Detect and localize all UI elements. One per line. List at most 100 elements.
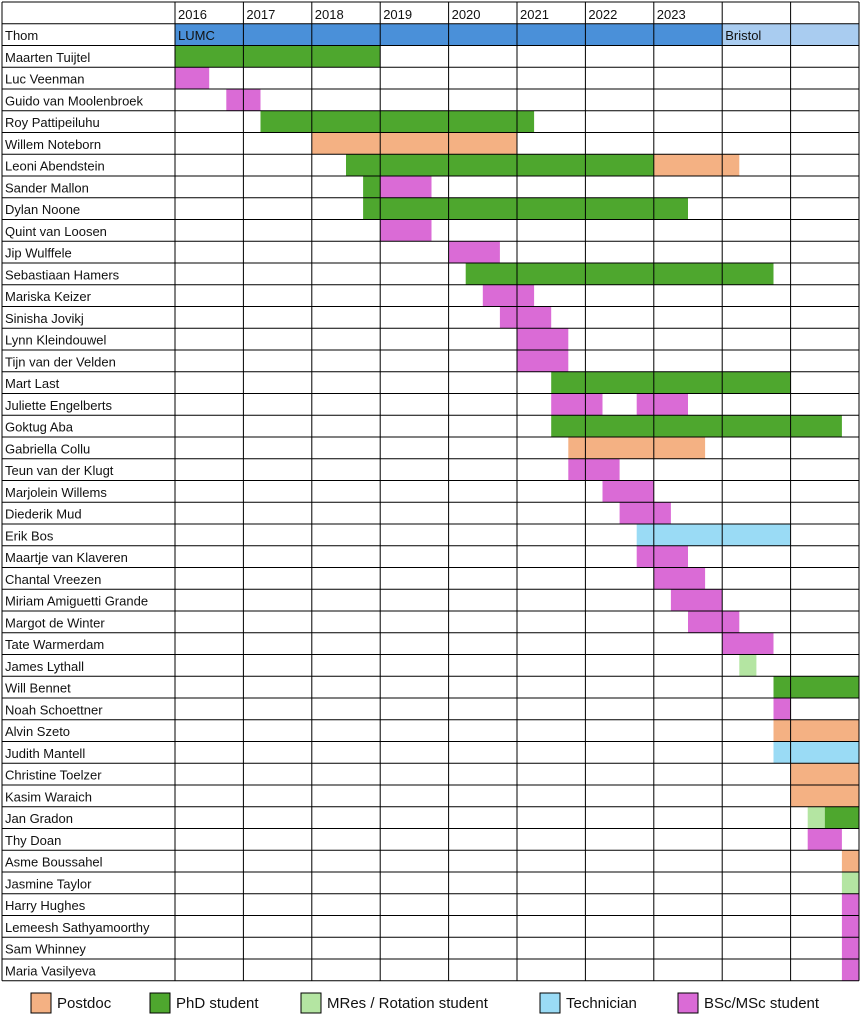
bar-christine-toelzer-postdoc-0 (790, 763, 859, 785)
timeline-labels: 2016 2017 2018 2019 2020 2021 2022 2023 Thom LUMC… (5, 7, 761, 979)
year-label-2016: 2016 (178, 7, 207, 22)
bar-roy-pattipeiluhu-phd-0 (260, 110, 535, 133)
name-label-erik-bos: Erik Bos (5, 528, 54, 543)
name-label-maartje-van-klaveren: Maartje van Klaveren (5, 550, 128, 565)
bar-miriam-amiguetti-grande-bsc-0 (670, 589, 723, 611)
grid-lines (1, 1, 860, 982)
bar-jip-wulffele-bsc-0 (448, 241, 500, 263)
name-label-guido-van-moolenbroek: Guido van Moolenbroek (5, 93, 144, 108)
name-label-quint-van-loosen: Quint van Loosen (5, 224, 107, 239)
bar-alvin-szeto-postdoc-1 (790, 719, 859, 742)
bar-maarten-tuijtel-phd-0 (175, 45, 381, 68)
bar-marjolein-willems-bsc-0 (602, 480, 654, 503)
name-label-chantal-vreezen: Chantal Vreezen (5, 572, 101, 587)
name-label-teun-van-der-klugt: Teun van der Klugt (5, 463, 114, 478)
name-label-jan-gradon: Jan Gradon (5, 811, 73, 826)
name-label-jasmine-taylor: Jasmine Taylor (5, 876, 92, 891)
name-label-sebastiaan-hamers: Sebastiaan Hamers (5, 267, 120, 282)
bar-alvin-szeto-postdoc-0 (773, 719, 791, 742)
bar-gabriella-collu-postdoc-0 (568, 437, 706, 459)
bar-sebastiaan-hamers-phd-0 (465, 263, 774, 285)
bar-maartje-van-klaveren-bsc-0 (636, 545, 688, 568)
name-label-james-lythall: James Lythall (5, 659, 84, 674)
bar-goktug-aba-phd-0 (551, 415, 842, 437)
legend-swatch-tech (539, 992, 561, 1014)
name-label-kasim-waraich: Kasim Waraich (5, 789, 92, 804)
bar-sander-mallon-bsc-1 (380, 176, 432, 198)
name-label-mariska-keizer: Mariska Keizer (5, 289, 92, 304)
name-label-tate-warmerdam: Tate Warmerdam (5, 637, 104, 652)
segment-label-bristol: Bristol (725, 28, 761, 43)
bar-juliette-engelberts-bsc-1 (636, 393, 688, 416)
bar-sander-mallon-phd-0 (363, 176, 381, 198)
name-label-maria-vasilyeva: Maria Vasilyeva (5, 963, 97, 978)
name-label-maarten-tuijtel: Maarten Tuijtel (5, 50, 90, 65)
bar-sam-whinney-bsc-0 (841, 937, 859, 959)
bar-luc-veenman-bsc-0 (175, 67, 210, 89)
legend-label-postdoc: Postdoc (57, 995, 112, 1012)
name-label-tijn-van-der-velden: Tijn van der Velden (5, 354, 116, 369)
name-label-sander-mallon: Sander Mallon (5, 180, 89, 195)
bar-teun-van-der-klugt-bsc-0 (568, 458, 620, 481)
name-label-juliette-engelberts: Juliette Engelberts (5, 398, 112, 413)
name-label-jip-wulffele: Jip Wulffele (5, 246, 72, 261)
name-label-luc-veenman: Luc Veenman (5, 72, 85, 87)
legend-label-tech: Technician (566, 995, 637, 1012)
bar-mariska-keizer-bsc-0 (482, 284, 535, 307)
year-label-2017: 2017 (246, 7, 275, 22)
name-label-leoni-abendstein: Leoni Abendstein (5, 159, 105, 174)
bar-juliette-engelberts-bsc-0 (551, 393, 603, 416)
bar-erik-bos-tech-0 (636, 524, 791, 546)
bar-chantal-vreezen-bsc-0 (653, 567, 706, 590)
name-label-lemeesh-sathyamoorthy: Lemeesh Sathyamoorthy (5, 920, 150, 935)
bar-harry-hughes-bsc-0 (841, 893, 859, 916)
bar-leoni-abendstein-phd-0 (346, 154, 654, 176)
bar-diederik-mud-bsc-0 (619, 502, 671, 524)
bar-lynn-kleindouwel-bsc-0 (517, 328, 569, 350)
legend-swatch-mres (300, 992, 322, 1014)
name-label-dylan-noone: Dylan Noone (5, 202, 80, 217)
legend-swatch-phd (149, 992, 171, 1014)
bar-jasmine-taylor-mres-0 (841, 872, 859, 894)
bar-lemeesh-sathyamoorthy-bsc-0 (841, 915, 859, 938)
legend-label-bsc: BSc/MSc student (704, 995, 820, 1012)
year-label-2019: 2019 (383, 7, 412, 22)
timeline-bars (175, 23, 859, 981)
segment-label-lumc: LUMC (178, 28, 215, 43)
name-label-noah-schoettner: Noah Schoettner (5, 702, 103, 717)
bar-jan-gradon-phd-1 (824, 806, 859, 829)
bar-sinisha-jovikj-bsc-0 (499, 306, 552, 329)
bar-margot-de-winter-bsc-0 (688, 611, 740, 633)
bar-dylan-noone-phd-0 (363, 197, 688, 220)
year-label-2021: 2021 (520, 7, 549, 22)
name-label-sam-whinney: Sam Whinney (5, 942, 86, 957)
name-label-goktug-aba: Goktug Aba (5, 420, 74, 435)
bar-asme-boussahel-postdoc-0 (841, 850, 859, 872)
legend: Postdoc PhD student MRes / Rotation studen… (30, 992, 820, 1014)
bar-tijn-van-der-velden-bsc-0 (517, 350, 569, 372)
legend-label-phd: PhD student (176, 995, 259, 1012)
bar-leoni-abendstein-postdoc-1 (653, 154, 740, 176)
bar-noah-schoettner-bsc-0 (773, 698, 791, 720)
name-label-judith-mantell: Judith Mantell (5, 746, 85, 761)
year-label-2023: 2023 (657, 7, 686, 22)
bar-maria-vasilyeva-bsc-0 (841, 959, 859, 981)
name-label-miriam-amiguetti-grande: Miriam Amiguetti Grande (5, 594, 148, 609)
name-label-christine-toelzer: Christine Toelzer (5, 768, 102, 783)
legend-swatch-bsc (677, 992, 699, 1014)
name-label-diederik-mud: Diederik Mud (5, 507, 82, 522)
year-label-2018: 2018 (315, 7, 344, 22)
year-label-2022: 2022 (588, 7, 617, 22)
name-label-will-bennet: Will Bennet (5, 681, 71, 696)
name-label-alvin-szeto: Alvin Szeto (5, 724, 70, 739)
name-label-sinisha-jovikj: Sinisha Jovikj (5, 311, 84, 326)
name-label-thom: Thom (5, 28, 38, 43)
bar-tate-warmerdam-bsc-0 (722, 632, 774, 655)
bar-thy-doan-bsc-0 (807, 828, 842, 851)
name-label-margot-de-winter: Margot de Winter (5, 615, 105, 630)
name-label-gabriella-collu: Gabriella Collu (5, 441, 90, 456)
name-label-willem-noteborn: Willem Noteborn (5, 137, 101, 152)
legend-label-mres: MRes / Rotation student (327, 995, 489, 1012)
name-label-mart-last: Mart Last (5, 376, 60, 391)
